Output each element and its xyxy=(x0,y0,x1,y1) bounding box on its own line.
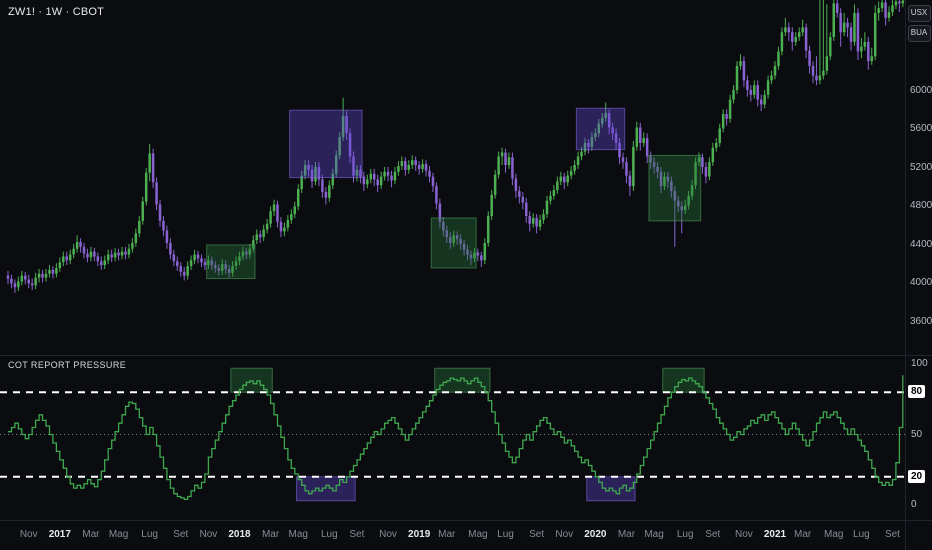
time-label-year: 2021 xyxy=(763,529,787,540)
indicator-canvas[interactable] xyxy=(0,356,905,520)
time-label-month: Nov xyxy=(555,529,574,540)
time-label-month: Lug xyxy=(853,529,870,540)
indicator-axis[interactable]: 0 20 50 80 100 xyxy=(905,356,932,521)
indicator-level-badge: 80 xyxy=(908,385,926,399)
time-label-month: Mag xyxy=(288,529,308,540)
axis-unit-button[interactable]: USX xyxy=(907,5,931,22)
axis-buttons: USX BUA xyxy=(906,5,932,45)
time-label-month: Mar xyxy=(82,529,100,540)
indicator-tick: 0 xyxy=(911,499,917,510)
indicator-level-badge: 20 xyxy=(908,469,926,483)
price-panel[interactable]: ZW1! · 1W · CBOT xyxy=(0,0,905,356)
time-label-month: Mag xyxy=(824,529,844,540)
axis-corner xyxy=(905,521,932,550)
time-label-month: Mag xyxy=(468,529,488,540)
time-label-month: Mar xyxy=(794,529,812,540)
time-label-month: Lug xyxy=(497,529,514,540)
time-label-month: Nov xyxy=(379,529,397,540)
time-label-month: Set xyxy=(349,529,365,540)
price-tick: 4400 xyxy=(910,238,932,250)
price-axis[interactable]: USX BUA 3600 4000 4400 4800 5200 5600 6000 xyxy=(905,0,932,356)
time-label-month: Mag xyxy=(108,529,129,540)
time-label-month: Mar xyxy=(438,529,456,540)
time-label-month: Nov xyxy=(199,529,218,540)
highlight-boxes-layer xyxy=(206,107,702,280)
indicator-tick: 100 xyxy=(911,358,928,369)
time-label-month: Set xyxy=(529,529,545,540)
time-label-year: 2018 xyxy=(228,529,251,540)
price-tick: 4800 xyxy=(910,200,932,212)
price-tick: 5200 xyxy=(910,161,932,173)
time-label-month: Set xyxy=(173,529,189,540)
time-axis[interactable]: Nov 2017 Mar Mag Lug Set Nov 2018 Mar Mag Lug Set No… xyxy=(0,521,905,550)
price-tick: 4000 xyxy=(910,277,932,289)
price-tick: 5600 xyxy=(910,123,932,135)
time-label-month: Nov xyxy=(19,529,38,540)
time-label-month: Lug xyxy=(320,529,338,540)
price-chart-canvas[interactable] xyxy=(0,0,905,355)
cot-line xyxy=(8,375,904,501)
price-tick: 3600 xyxy=(910,315,932,327)
price-tick: 6000 xyxy=(910,84,932,96)
time-label-month: Mag xyxy=(644,529,664,540)
time-label-month: Lug xyxy=(141,529,158,540)
indicator-title[interactable]: COT REPORT PRESSURE xyxy=(8,360,127,370)
time-label-month: Nov xyxy=(735,529,753,540)
cot-levels xyxy=(0,391,905,478)
time-label-month: Mar xyxy=(261,529,280,540)
indicator-panel[interactable]: COT REPORT PRESSURE xyxy=(0,356,905,521)
time-label-year: 2019 xyxy=(408,529,431,540)
axis-mode-button[interactable]: BUA xyxy=(907,25,931,42)
time-label-month: Set xyxy=(884,529,900,540)
symbol-legend[interactable]: ZW1! · 1W · CBOT xyxy=(8,6,105,18)
time-label-month: Set xyxy=(705,529,721,540)
time-label-year: 2020 xyxy=(584,529,607,540)
time-label-year: 2017 xyxy=(48,529,71,540)
time-label-month: Lug xyxy=(676,529,694,540)
candles-layer xyxy=(6,0,905,294)
indicator-tick: 50 xyxy=(911,428,923,440)
time-label-month: Mar xyxy=(617,529,636,540)
